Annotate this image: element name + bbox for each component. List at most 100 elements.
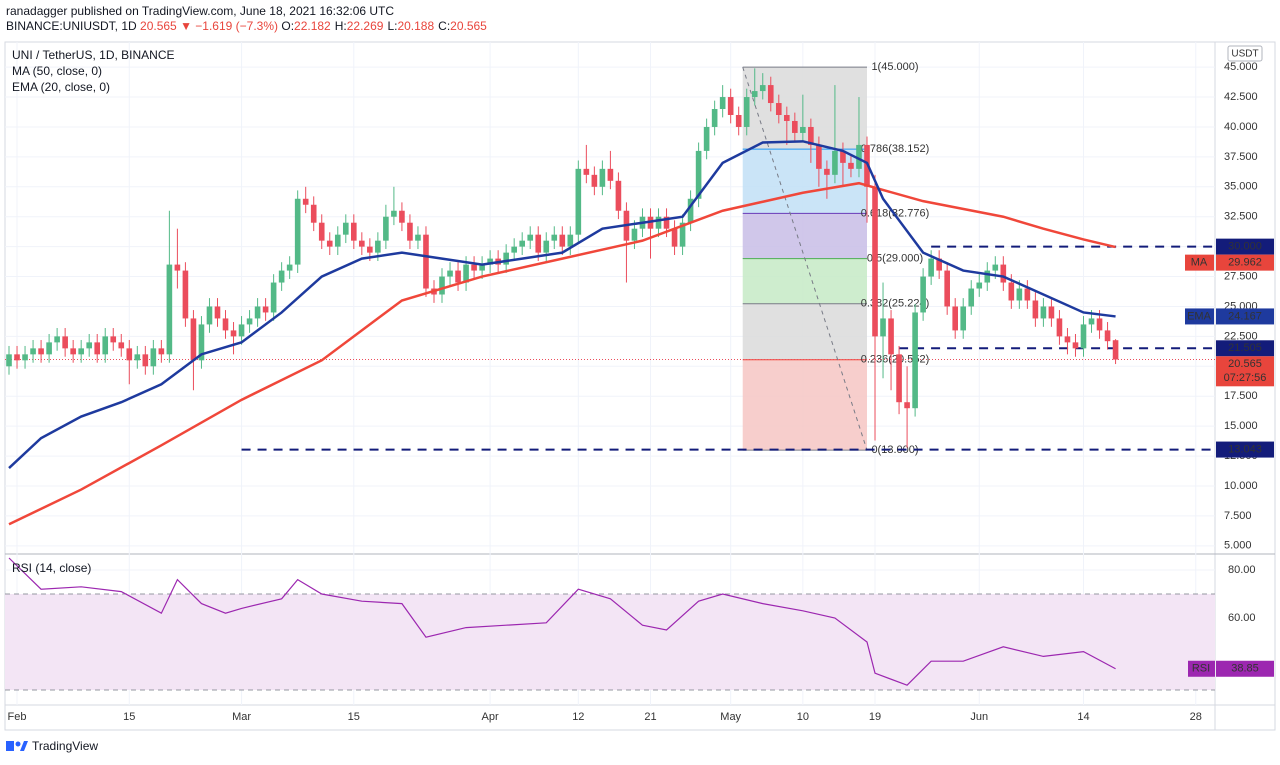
candle-body: [607, 168, 614, 181]
tag-label: EMA: [1187, 310, 1212, 322]
candle-body: [631, 228, 638, 241]
field-value: 22.182: [294, 19, 331, 33]
fib-trend: [742, 66, 868, 451]
candle-body: [206, 306, 213, 325]
candle-body: [6, 354, 12, 367]
candle-body: [984, 270, 991, 283]
fib-band: [742, 213, 867, 259]
candle-body: [816, 144, 822, 169]
logo-mark: [20, 741, 28, 751]
candle-body: [22, 354, 28, 361]
candle-body: [30, 348, 36, 355]
y-tick-label: 42.500: [1224, 91, 1258, 103]
rsi-band: [5, 594, 1215, 690]
x-tick-label: May: [720, 711, 741, 723]
candle-body: [655, 216, 662, 229]
fib-label: 1(45.000): [871, 61, 918, 73]
price-tag: [1216, 340, 1274, 357]
candle-body: [302, 198, 309, 205]
unit-box: [1227, 45, 1263, 62]
candle-body: [527, 234, 534, 241]
change: ▼ −1.619 (−7.3%): [180, 19, 279, 33]
candle-body: [735, 115, 742, 127]
fib-band: [742, 359, 867, 451]
unit-label: USDT: [1231, 49, 1258, 60]
candle-body: [447, 270, 453, 277]
candle-body: [551, 234, 558, 241]
candle-body: [487, 258, 493, 265]
y-tick-label: 32.500: [1224, 211, 1258, 223]
candle-body: [904, 402, 910, 409]
candle-body: [599, 168, 606, 187]
candle-body: [1080, 324, 1087, 349]
fib-label: 0.5(29.000): [867, 253, 923, 265]
y-tick-label: 40.000: [1224, 121, 1258, 133]
field-key: L:: [387, 19, 398, 33]
legend-entry: EMA (20, close, 0): [12, 80, 110, 94]
fib-label: 0(13.000): [871, 444, 918, 456]
candle-body: [1088, 318, 1095, 325]
candle-body: [126, 348, 133, 361]
candle-body: [1040, 306, 1047, 319]
brand: TradingView: [32, 739, 98, 753]
candle-body: [695, 150, 702, 199]
candle-body: [559, 234, 566, 247]
candle-body: [334, 234, 341, 247]
candle-body: [727, 97, 734, 115]
frame: [4, 41, 1276, 731]
candle-body: [182, 270, 189, 319]
y-tick-label: 5.000: [1224, 540, 1252, 552]
candle-body: [920, 276, 926, 313]
candle-body: [615, 180, 622, 211]
candle-body: [575, 168, 582, 235]
candle-body: [479, 264, 485, 271]
candle-body: [567, 234, 574, 247]
candle-body: [1032, 300, 1039, 319]
candle-body: [1064, 336, 1071, 343]
candle-body: [751, 91, 758, 98]
candle-body: [342, 222, 349, 235]
candle-body: [399, 210, 405, 223]
field-value: 20.565: [450, 19, 487, 33]
candle-body: [1024, 288, 1031, 301]
byline: ranadagger published on TradingView.com,…: [6, 4, 395, 18]
fib-label: 0.382(25.224): [861, 298, 930, 310]
candle-body: [174, 264, 181, 271]
candle-body: [54, 336, 60, 343]
candle-body: [944, 270, 950, 307]
fib-band: [742, 303, 867, 360]
y-tick-label: 60.00: [1228, 612, 1256, 624]
last-price: 20.565: [140, 19, 177, 33]
x-tick-label: Feb: [8, 711, 27, 723]
rsi-title: RSI (14, close): [12, 561, 91, 575]
candle-body: [367, 246, 373, 253]
fib-band: [742, 67, 867, 150]
field-key: C:: [438, 19, 451, 33]
logo-mark: [15, 741, 21, 747]
candle-body: [94, 342, 101, 355]
candle-body: [824, 168, 830, 175]
tag-box: [1185, 254, 1214, 271]
candle-body: [14, 354, 20, 361]
candle-body: [952, 306, 959, 331]
price-tag: [1216, 238, 1274, 255]
candle-body: [439, 276, 445, 295]
price-tag: [1216, 254, 1274, 271]
quote-line: BINANCE:UNIUSDT, 1D 20.565 ▼ −1.619 (−7.…: [6, 19, 491, 33]
candle-body: [134, 354, 141, 361]
candle-body: [663, 216, 670, 229]
candle-body: [254, 306, 261, 319]
chart-title: UNI / TetherUS, 1D, BINANCE: [12, 48, 175, 62]
indicator-line: [8, 181, 1116, 526]
candle-body: [800, 126, 806, 133]
price-tag-label: 20.565: [1228, 358, 1262, 370]
candle-body: [118, 342, 125, 349]
x-tick-label: Apr: [482, 711, 499, 723]
candle-body: [294, 198, 301, 265]
field-key: H:: [334, 19, 347, 33]
candle-body: [238, 324, 245, 337]
fib-band: [742, 258, 867, 304]
candle-body: [351, 222, 357, 241]
candle-body: [423, 234, 429, 289]
